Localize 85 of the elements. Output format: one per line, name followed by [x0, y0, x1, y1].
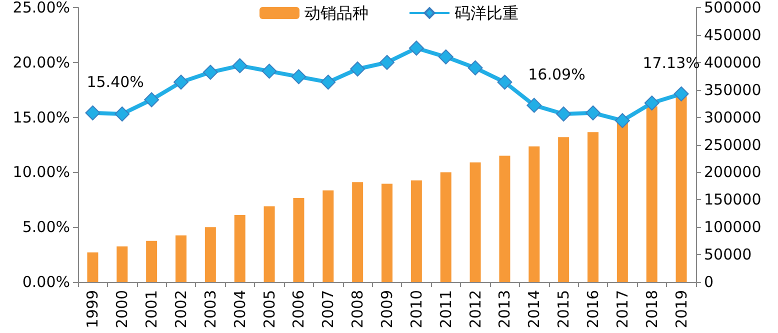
bar [646, 106, 658, 282]
y2-tick-label: 350000 [704, 80, 762, 99]
x-tick-label: 2006 [290, 290, 308, 328]
y2-tick-label: 250000 [704, 136, 762, 154]
y-tick-label: 10.00% [12, 163, 70, 182]
point [202, 64, 218, 80]
y2-tick-label: 200000 [704, 163, 762, 182]
y2-tick-label: 300000 [704, 108, 762, 126]
x-tick-label: 2017 [613, 290, 632, 328]
y-tick-label: 0.00% [22, 273, 70, 291]
bar [87, 252, 98, 282]
data-label: 17.13% [642, 54, 700, 72]
y2-tick-label: 100000 [704, 218, 762, 236]
y-tick-label: 25.00% [12, 0, 70, 16]
bar [440, 172, 452, 282]
y2-tick-label: 50000 [704, 246, 752, 264]
point [644, 96, 660, 111]
x-tick-label: 2007 [319, 290, 338, 328]
point [262, 64, 277, 79]
data-label: 16.09% [528, 65, 586, 84]
point [556, 106, 572, 122]
legend-label: 码洋比重 [454, 4, 518, 22]
bar [470, 162, 481, 282]
bar [499, 156, 510, 282]
point [85, 105, 100, 120]
point [114, 106, 130, 122]
point [291, 69, 306, 84]
point [526, 98, 542, 113]
y-tick-label: 15.00% [12, 108, 70, 126]
point [232, 58, 248, 74]
x-tick-label: 2003 [201, 290, 220, 328]
bar [588, 132, 598, 282]
point [174, 74, 188, 90]
bar [204, 227, 216, 282]
data-label: 15.40% [86, 72, 144, 91]
point [468, 60, 483, 76]
x-tick-label: 2011 [436, 290, 455, 328]
bar [176, 235, 186, 282]
x-tick-label: 2009 [378, 290, 396, 328]
y2-tick-label: 150000 [704, 190, 762, 209]
x-tick-label: 2008 [348, 290, 367, 328]
y-tick-label: 5.00% [22, 218, 70, 236]
x-tick-label: 2018 [642, 290, 661, 328]
point [438, 49, 454, 64]
bar [116, 246, 128, 282]
x-tick-label: 2014 [525, 290, 544, 328]
bar [528, 146, 540, 282]
point [380, 54, 394, 70]
point [497, 74, 512, 90]
x-tick-label: 2001 [142, 290, 161, 328]
bar [558, 137, 570, 282]
point [674, 86, 689, 102]
x-tick-label: 2015 [554, 290, 573, 328]
x-tick-label: 2002 [172, 290, 190, 328]
point [320, 74, 336, 90]
x-tick-label: 2012 [466, 290, 484, 328]
x-tick-label: 2000 [113, 290, 132, 328]
x-tick-label: 2013 [496, 290, 514, 328]
y-tick-label: 20.00% [12, 53, 70, 72]
bar [322, 190, 334, 282]
x-tick-label: 2019 [672, 290, 690, 328]
y2-tick-label: 400000 [704, 53, 762, 72]
x-tick-label: 2010 [407, 290, 426, 328]
x-tick-label: 2004 [230, 290, 249, 328]
bar [234, 215, 246, 282]
bar [146, 240, 158, 282]
point [350, 61, 366, 76]
bar [352, 182, 364, 282]
y2-tick-label: 450000 [704, 26, 762, 44]
bar [264, 206, 275, 282]
bar [676, 96, 687, 282]
bar [293, 198, 304, 282]
x-tick-label: 2005 [260, 290, 278, 328]
y2-tick-label: 0 [704, 273, 714, 291]
point [144, 92, 160, 108]
bar [382, 184, 392, 282]
point [586, 105, 600, 120]
legend-label: 动销品种 [304, 4, 368, 22]
point [408, 40, 424, 56]
x-tick-label: 1999 [84, 290, 102, 328]
y2-tick-label: 500000 [704, 0, 762, 16]
bar [410, 180, 422, 282]
bar [616, 122, 628, 282]
x-tick-label: 2016 [584, 290, 602, 328]
point [614, 113, 630, 128]
